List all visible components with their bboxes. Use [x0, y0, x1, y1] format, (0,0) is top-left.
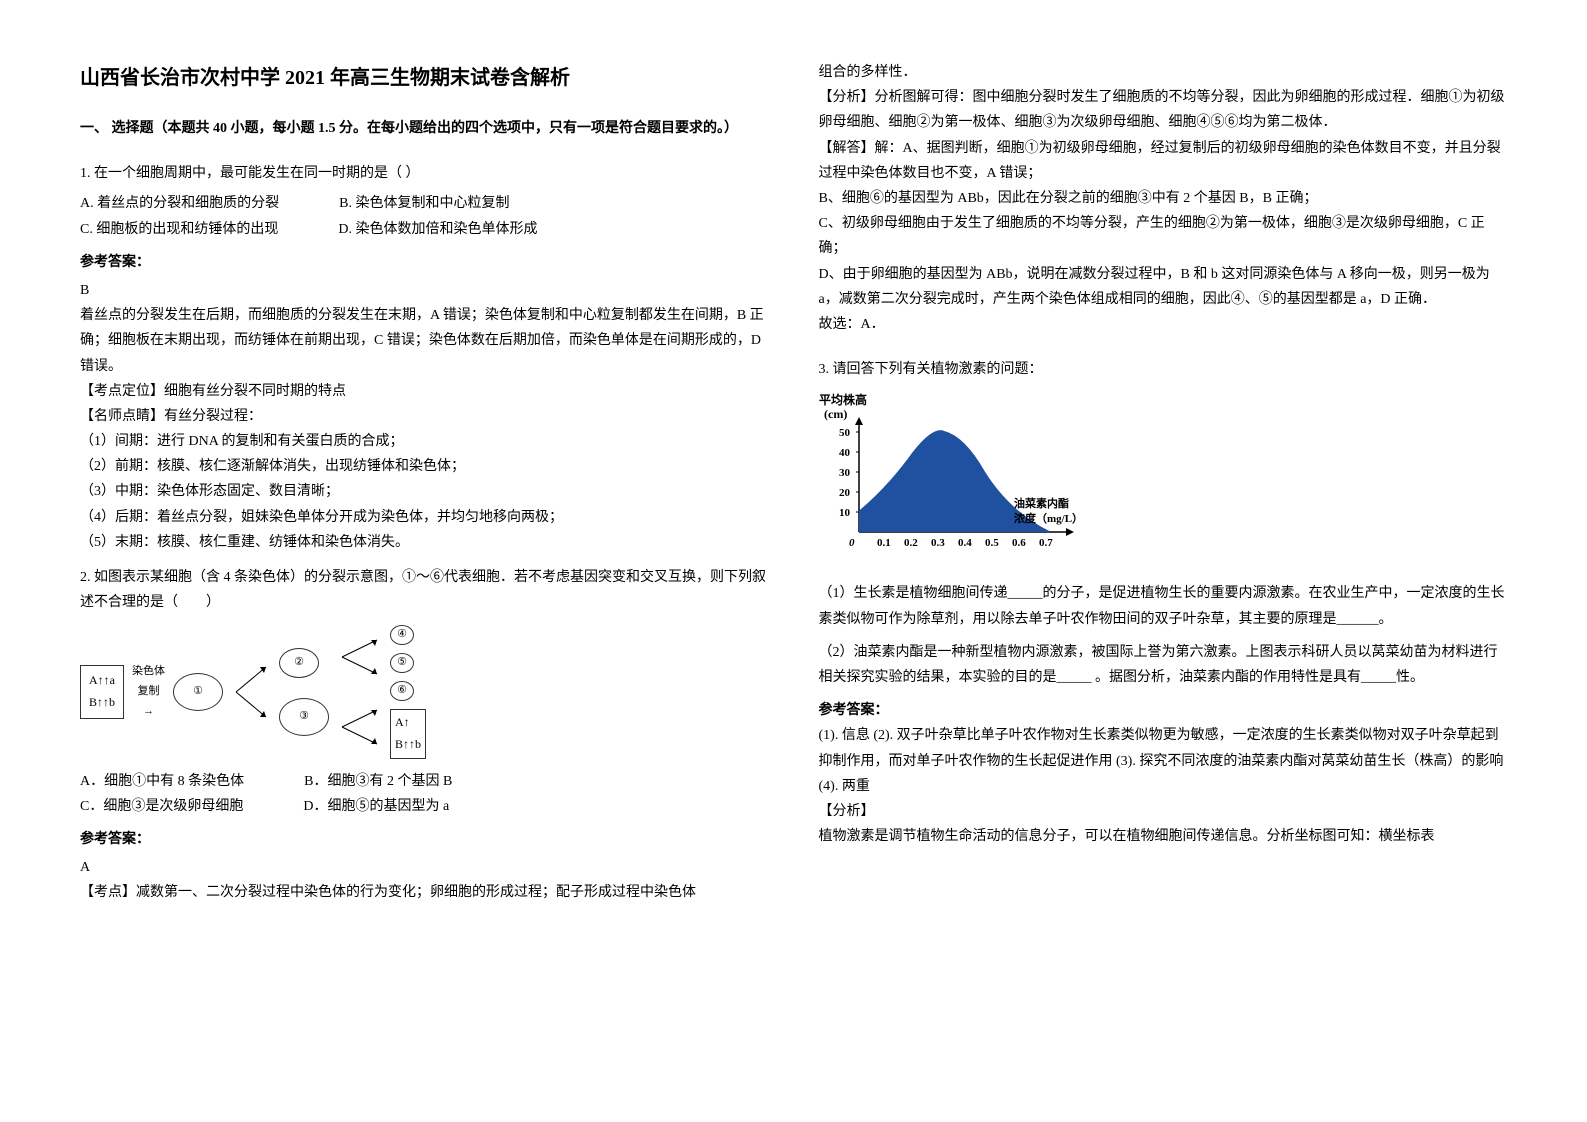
- q1-optD: D. 染色体数加倍和染色单体形成: [338, 217, 537, 242]
- q3-ans: (1). 信息 (2). 双子叶杂草比单子叶农作物对生长素类似物更为敏感，一定浓…: [819, 723, 1508, 799]
- q1-p4: （4）后期：着丝点分裂，姐妹染色单体分开成为染色体，并均匀地移向两极；: [80, 505, 769, 530]
- q3-text: 3. 请回答下列有关植物激素的问题：: [819, 357, 1508, 382]
- q2-optA: A．细胞①中有 8 条染色体: [80, 769, 244, 794]
- q3-fenxi-text: 植物激素是调节植物生命活动的信息分子，可以在植物细胞间传递信息。分析坐标图可知：…: [819, 824, 1508, 849]
- start-cell: A↑↑a B↑↑b: [80, 665, 124, 718]
- col2-jiedaD: D、由于卵细胞的基因型为 ABb，说明在减数分裂过程中，B 和 b 这对同源染色…: [819, 262, 1508, 312]
- q3-sub2: （2）油菜素内酯是一种新型植物内源激素，被国际上誉为第六激素。上图表示科研人员以…: [819, 640, 1508, 690]
- ylabel-2: (cm): [824, 407, 847, 421]
- q3-answer-label: 参考答案：: [819, 698, 1508, 723]
- xtick-02: 0.2: [904, 537, 918, 549]
- col2-jiedaB: B、细胞⑥的基因型为 ABb，因此在分裂之前的细胞③中有 2 个基因 B，B 正…: [819, 186, 1508, 211]
- q3-sub1: （1）生长素是植物细胞间传递_____的分子，是促进植物生长的重要内源激素。在农…: [819, 581, 1508, 631]
- ytick-50: 50: [839, 427, 851, 439]
- col2-fenxi: 【分析】分析图解可得：图中细胞分裂时发生了细胞质的不均等分裂，因此为卵细胞的形成…: [819, 85, 1508, 135]
- q1-p5: （5）末期：核膜、核仁重建、纺锤体和染色体消失。: [80, 530, 769, 555]
- q2-kaodian: 【考点】减数第一、二次分裂过程中染色体的行为变化；卵细胞的形成过程；配子形成过程…: [80, 880, 769, 905]
- q2-text: 2. 如图表示某细胞（含 4 条染色体）的分裂示意图，①～⑥代表细胞．若不考虑基…: [80, 565, 769, 615]
- q1-optC: C. 细胞板的出现和纺锤体的出现: [80, 217, 278, 242]
- q1-answer-label: 参考答案：: [80, 250, 769, 275]
- cell-3: ③: [279, 698, 329, 736]
- arrow-label1: 染色体: [132, 662, 165, 682]
- q2-optC: C．细胞③是次级卵母细胞: [80, 794, 243, 819]
- col2-line1: 组合的多样性．: [819, 60, 1508, 85]
- q1-mingshi: 【名师点睛】有丝分裂过程：: [80, 404, 769, 429]
- end-A: A↑: [395, 712, 421, 734]
- ylabel-1: 平均株高: [819, 392, 867, 407]
- right-column: 组合的多样性． 【分析】分析图解可得：图中细胞分裂时发生了细胞质的不均等分裂，因…: [819, 60, 1508, 1062]
- q2-answer-label: 参考答案：: [80, 827, 769, 852]
- ytick-40: 40: [839, 447, 851, 459]
- end-B: B↑↑b: [395, 734, 421, 756]
- xtick-06: 0.6: [1012, 537, 1026, 549]
- q2-optB: B．细胞③有 2 个基因 B: [304, 769, 452, 794]
- cell-1: ①: [173, 673, 223, 711]
- xtick-01: 0.1: [877, 537, 891, 549]
- cell-2: ②: [279, 648, 319, 678]
- ytick-20: 20: [839, 487, 851, 499]
- xtick-04: 0.4: [958, 537, 972, 549]
- q1-p3: （3）中期：染色体形态固定、数目清晰；: [80, 479, 769, 504]
- left-column: 山西省长治市次村中学 2021 年高三生物期末试卷含解析 一、 选择题（本题共 …: [80, 60, 769, 1062]
- q2-diagram: A↑↑a B↑↑b 染色体 复制 → ① ② ③: [80, 625, 769, 758]
- cell-6: ⑥: [390, 681, 414, 701]
- xlabel-2: 浓度（mg/L）: [1014, 511, 1083, 525]
- xtick-05: 0.5: [985, 537, 999, 549]
- q2-answer: A: [80, 855, 769, 880]
- cell-5: ⑤: [390, 653, 414, 673]
- arrow-1: 染色体 复制 →: [132, 662, 165, 721]
- xtick-03: 0.3: [931, 537, 945, 549]
- cell-4: ④: [390, 625, 414, 645]
- level-3: ④ ⑤ ⑥ A↑ B↑↑b: [390, 625, 426, 758]
- q1-options: A. 着丝点的分裂和细胞质的分裂 B. 染色体复制和中心粒复制 C. 细胞板的出…: [80, 191, 769, 241]
- question-2: 2. 如图表示某细胞（含 4 条染色体）的分裂示意图，①～⑥代表细胞．若不考虑基…: [80, 565, 769, 906]
- split-arrows-1: [231, 657, 271, 727]
- q1-p1: （1）间期：进行 DNA 的复制和有关蛋白质的合成；: [80, 429, 769, 454]
- question-3: 3. 请回答下列有关植物激素的问题： 平均株高 (cm) 50 40 30 20…: [819, 357, 1508, 849]
- split-arrows-2: [337, 632, 382, 752]
- col2-jieda: 【解答】解：A、据图判断，细胞①为初级卵母细胞，经过复制后的初级卵母细胞的染色体…: [819, 136, 1508, 186]
- level-2: ② ③: [279, 648, 329, 736]
- ytick-30: 30: [839, 467, 851, 479]
- page-title: 山西省长治市次村中学 2021 年高三生物期末试卷含解析: [80, 60, 769, 96]
- ytick-10: 10: [839, 507, 851, 519]
- section-header: 一、 选择题（本题共 40 小题，每小题 1.5 分。在每小题给出的四个选项中，…: [80, 116, 769, 141]
- q1-kaodian: 【考点定位】细胞有丝分裂不同时期的特点: [80, 379, 769, 404]
- start-A: A↑↑a: [89, 670, 115, 692]
- end-cell: A↑ B↑↑b: [390, 709, 426, 758]
- col2-guxuan: 故选：A．: [819, 312, 1508, 337]
- q1-text: 1. 在一个细胞周期中，最可能发生在同一时期的是（ ）: [80, 161, 769, 186]
- q1-p2: （2）前期：核膜、核仁逐渐解体消失，出现纺锤体和染色体；: [80, 454, 769, 479]
- q1-explanation: 着丝点的分裂发生在后期，而细胞质的分裂发生在末期，A 错误；染色体复制和中心粒复…: [80, 303, 769, 379]
- q1-answer: B: [80, 278, 769, 303]
- col2-jiedaC: C、初级卵母细胞由于发生了细胞质的不均等分裂，产生的细胞②为第一极体，细胞③是次…: [819, 211, 1508, 261]
- q2-options: A．细胞①中有 8 条染色体 B．细胞③有 2 个基因 B C．细胞③是次级卵母…: [80, 769, 769, 819]
- q1-optA: A. 着丝点的分裂和细胞质的分裂: [80, 191, 279, 216]
- start-B: B↑↑b: [89, 692, 115, 714]
- question-1: 1. 在一个细胞周期中，最可能发生在同一时期的是（ ） A. 着丝点的分裂和细胞…: [80, 161, 769, 555]
- arrow-label2: 复制: [132, 682, 165, 702]
- q1-optB: B. 染色体复制和中心粒复制: [339, 191, 509, 216]
- chart-svg: 平均株高 (cm) 50 40 30 20 10 0 0.1 0.2 0.3: [819, 392, 1119, 562]
- q3-chart: 平均株高 (cm) 50 40 30 20 10 0 0.1 0.2 0.3: [819, 392, 1508, 571]
- xtick-07: 0.7: [1039, 537, 1053, 549]
- q2-optD: D．细胞⑤的基因型为 a: [303, 794, 449, 819]
- xtick-0: 0: [849, 537, 855, 549]
- q3-fenxi: 【分析】: [819, 799, 1508, 824]
- xlabel-1: 油菜素内酯: [1014, 496, 1069, 510]
